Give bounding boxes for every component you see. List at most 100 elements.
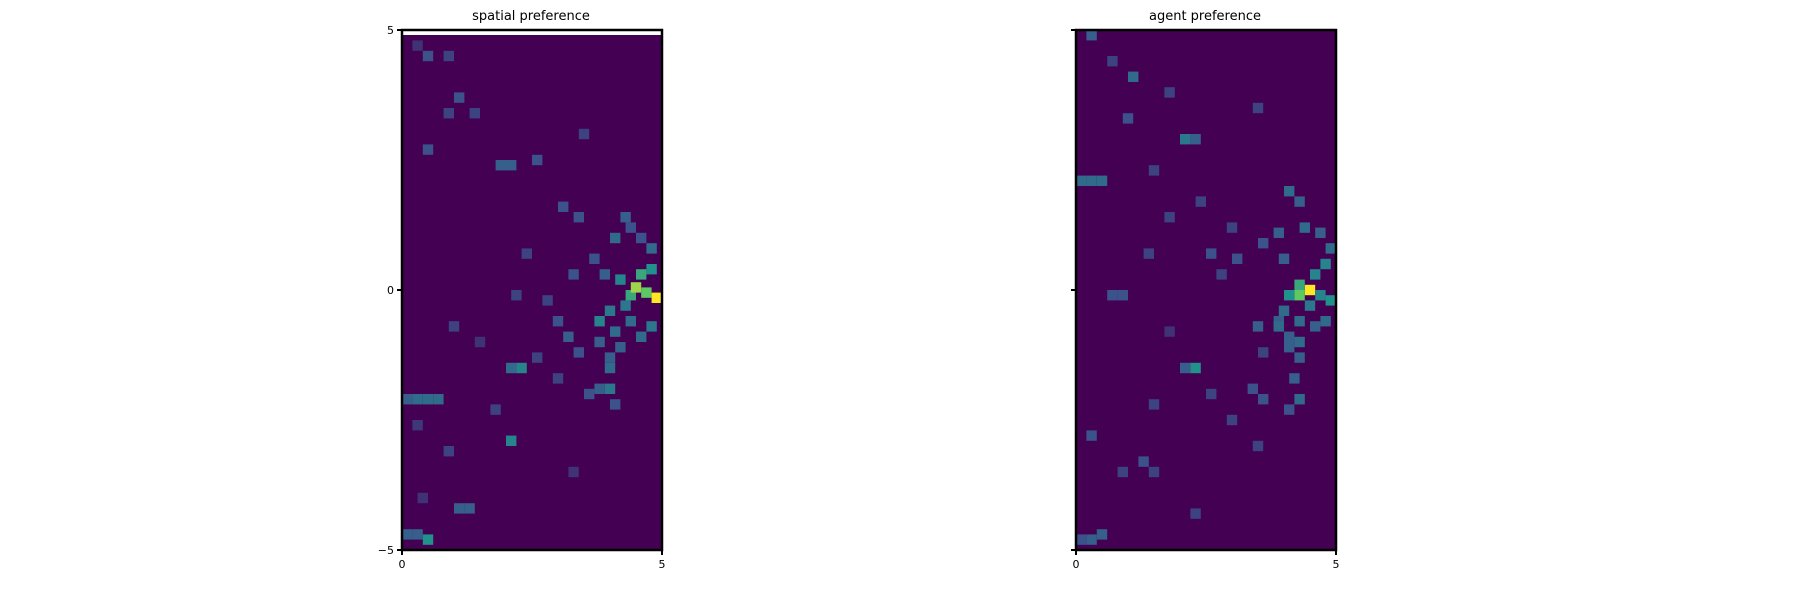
heatmap-cell (604, 383, 616, 394)
heatmap-cell (516, 362, 527, 374)
x-tick-label: 5 (1333, 558, 1340, 571)
heatmap-cell (630, 282, 642, 293)
heatmap-cell (1190, 362, 1201, 374)
heatmap-cell (1117, 290, 1128, 301)
x-axis: 0 5 (1073, 550, 1340, 571)
heatmap-cell (620, 300, 631, 311)
heatmap-cell (604, 305, 616, 316)
heatmap-cell (620, 212, 631, 223)
heatmap-background (402, 30, 662, 550)
y-tick-label: 0 (387, 284, 394, 297)
heatmap-cell (443, 50, 454, 62)
heatmap-cell (1086, 534, 1097, 545)
heatmap-cell (1206, 248, 1217, 259)
heatmap-cell (1258, 238, 1269, 249)
heatmap-cell (1164, 212, 1175, 223)
heatmap-cell (552, 373, 564, 384)
heatmap-cell (1320, 316, 1331, 327)
heatmap-cell (422, 534, 434, 545)
heatmap-cell (511, 290, 522, 301)
heatmap-cell (1190, 134, 1201, 145)
heatmap-cell (1325, 295, 1336, 306)
heatmap-cell (1195, 196, 1206, 207)
y-tick-label: 5 (387, 24, 394, 37)
heatmap-cell (433, 394, 444, 405)
heatmap-cell (1294, 196, 1305, 207)
heatmap-cell (1164, 87, 1175, 98)
heatmap-cell (1096, 175, 1108, 186)
heatmap-cell (641, 287, 652, 298)
heatmap-panel-spatial: spatial preference 5 0 −5 0 5 (378, 9, 666, 571)
heatmap-cell (1180, 134, 1191, 145)
heatmap-cell (1076, 534, 1087, 545)
heatmap-cell (1304, 284, 1316, 296)
heatmap-cell (1107, 290, 1118, 301)
heatmap-cell (469, 108, 480, 119)
heatmap-cell (1315, 227, 1326, 238)
heatmap-cell (402, 394, 413, 405)
heatmap-cell (625, 316, 636, 327)
heatmap-cell (1122, 113, 1134, 124)
heatmap-cell (454, 92, 465, 103)
heatmap-cell (506, 435, 517, 446)
heatmap-cell (646, 243, 657, 254)
heatmap-cell (589, 253, 600, 264)
heatmap-cell (1096, 529, 1108, 540)
heatmap-cell (1294, 316, 1305, 327)
panel-title: spatial preference (472, 9, 590, 24)
heatmap-cell (1278, 305, 1290, 316)
heatmap-cell (594, 336, 605, 348)
heatmap-cell (1226, 414, 1238, 426)
heatmap-cell (1320, 258, 1331, 270)
heatmap-cell (610, 399, 621, 410)
heatmap-cell (464, 503, 475, 514)
heatmap-cell (1294, 394, 1305, 405)
heatmap-cell (1206, 388, 1217, 400)
heatmap-cell (448, 321, 460, 332)
heatmap-cell (1284, 186, 1295, 197)
heatmap-cell (552, 316, 564, 327)
heatmap-cell (532, 154, 543, 166)
heatmap-cell (422, 50, 434, 62)
heatmap-cell (1304, 300, 1316, 311)
heatmap-cell (1278, 253, 1290, 264)
heatmap-cell (636, 331, 647, 342)
heatmap-cells (1076, 30, 1336, 550)
y-axis: 5 0 −5 (378, 24, 402, 557)
heatmap-cell (1190, 508, 1201, 519)
heatmap-cell (646, 264, 657, 275)
heatmap-cell (1216, 269, 1227, 280)
heatmap-panel-agent: agent preference 0 5 (1071, 9, 1340, 571)
x-tick-label: 5 (659, 558, 666, 571)
heatmap-cell (1284, 331, 1295, 342)
heatmap-cell (625, 222, 636, 233)
heatmap-cell (1258, 347, 1269, 358)
heatmap-cell (594, 316, 605, 327)
heatmap-cell (610, 326, 621, 337)
heatmap-cell (1284, 290, 1295, 301)
heatmap-cell (599, 269, 610, 280)
heatmap-cell (1325, 243, 1336, 254)
heatmap-cell (610, 232, 621, 244)
heatmap-cell (1294, 290, 1305, 301)
heatmap-cell (1086, 175, 1097, 186)
heatmap-cell (1310, 321, 1321, 332)
heatmap-cell (1284, 342, 1295, 353)
heatmap-cell (573, 347, 584, 358)
heatmap-cell (568, 269, 579, 280)
x-tick-label: 0 (399, 558, 406, 571)
heatmap-cell (1148, 466, 1160, 478)
heatmap-cell (1294, 352, 1305, 363)
heatmap-cells (402, 30, 662, 550)
heatmap-cell (1252, 102, 1264, 114)
y-tick-label: −5 (378, 544, 394, 557)
heatmap-cell (1294, 279, 1305, 290)
heatmap-cell (443, 108, 454, 119)
heatmap-cell (1252, 440, 1264, 452)
heatmap-cell (1299, 222, 1310, 233)
heatmap-cell (646, 321, 657, 332)
heatmap-cell (1310, 269, 1321, 280)
heatmap-cell (1284, 404, 1295, 415)
heatmap-cell (1086, 430, 1097, 441)
